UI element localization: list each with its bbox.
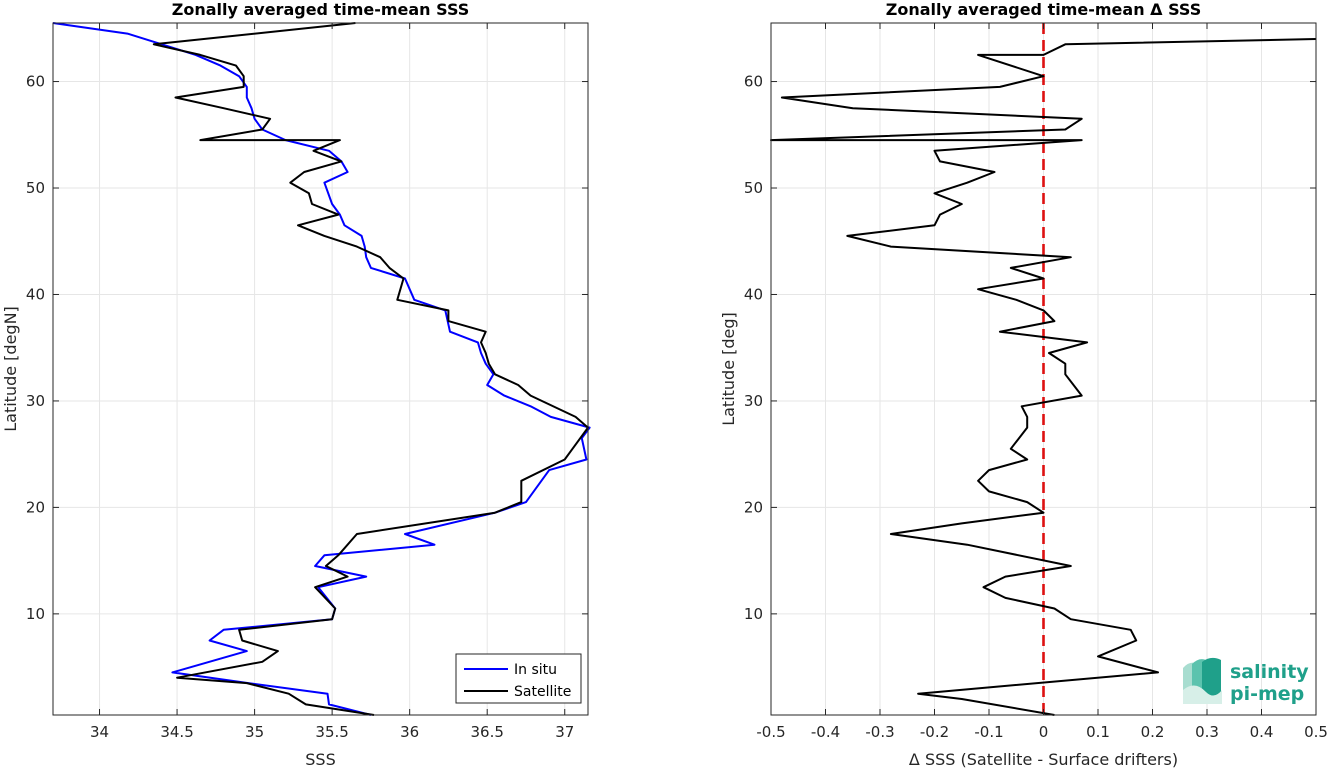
y-tick-label: 10 (744, 605, 763, 623)
x-tick-label: 34 (90, 723, 109, 741)
x-tick-label: 0.4 (1250, 723, 1274, 741)
x-tick-label: -0.5 (756, 723, 785, 741)
legend-box (455, 653, 582, 704)
logo-text-salinity: salinity (1230, 661, 1309, 683)
left-tick-labels: 34 34.5 35 35.5 36 36.5 37 10 20 30 40 50 60 (26, 23, 588, 741)
x-tick-label: 35 (245, 723, 264, 741)
x-tick-label: -0.2 (920, 723, 949, 741)
left-chart-title: Zonally averaged time-mean SSS (172, 0, 470, 19)
right-y-axis-label: Latitude [deg] (719, 312, 738, 426)
left-gridlines (53, 23, 588, 715)
x-tick-label: 36.5 (470, 723, 503, 741)
left-axes-frame (52, 22, 589, 716)
x-tick-label: 37 (555, 723, 574, 741)
y-tick-label: 20 (26, 498, 45, 516)
x-tick-label: 0.5 (1304, 723, 1328, 741)
y-tick-label: 10 (26, 605, 45, 623)
x-tick-label: -0.3 (865, 723, 894, 741)
y-tick-label: 40 (744, 285, 763, 303)
x-tick-label: 36 (400, 723, 419, 741)
left-chart: 34 34.5 35 35.5 36 36.5 37 10 20 30 40 50 60 Zonally… (1, 0, 591, 769)
y-tick-label: 30 (26, 392, 45, 410)
legend-label-in-situ: In situ (514, 662, 557, 678)
x-tick-label: 0.2 (1141, 723, 1165, 741)
x-tick-label: -0.4 (811, 723, 840, 741)
y-tick-label: 60 (744, 73, 763, 91)
x-tick-label: 0.1 (1086, 723, 1110, 741)
y-tick-label: 20 (744, 498, 763, 516)
series-line-in-situ (52, 22, 591, 716)
y-tick-label: 50 (744, 179, 763, 197)
y-tick-label: 50 (26, 179, 45, 197)
y-tick-label: 40 (26, 285, 45, 303)
left-series-lines (52, 22, 591, 716)
wave-layers-icon (1183, 657, 1222, 704)
right-chart-title: Zonally averaged time-mean Δ SSS (886, 0, 1202, 19)
right-x-axis-label: Δ SSS (Satellite - Surface drifters) (909, 750, 1178, 769)
right-chart: -0.5 -0.4 -0.3 -0.2 -0.1 0 0.1 0.2 0.3 0.4 0.5 10 20… (719, 0, 1328, 769)
salinity-pi-mep-logo: salinity pi-mep (1183, 657, 1309, 705)
y-tick-label: 30 (744, 392, 763, 410)
logo-text-pi-mep: pi-mep (1230, 683, 1304, 705)
x-tick-label: 34.5 (160, 723, 193, 741)
x-tick-label: 0.3 (1195, 723, 1219, 741)
series-line-satellite (152, 22, 589, 716)
legend: In situ Satellite (455, 653, 582, 704)
y-tick-label: 60 (26, 73, 45, 91)
x-tick-label: 0 (1039, 723, 1049, 741)
left-x-axis-label: SSS (305, 750, 335, 769)
x-tick-label: -0.1 (974, 723, 1003, 741)
left-y-axis-label: Latitude [degN] (1, 306, 20, 432)
right-tick-labels: -0.5 -0.4 -0.3 -0.2 -0.1 0 0.1 0.2 0.3 0.4 0.5 10 20… (744, 23, 1328, 741)
legend-label-satellite: Satellite (514, 684, 571, 700)
x-tick-label: 35.5 (315, 723, 348, 741)
